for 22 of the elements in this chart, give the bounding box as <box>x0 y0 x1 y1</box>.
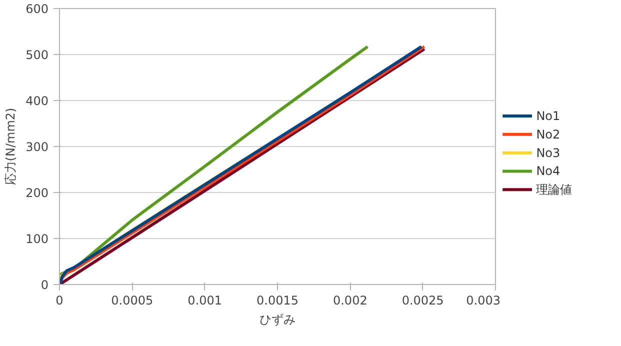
x-tick-label: 0.002 <box>332 294 368 308</box>
y-axis-title: 応力(N/mm2) <box>4 108 18 186</box>
legend-label: No3 <box>536 146 560 160</box>
y-tick-label: 300 <box>26 140 48 154</box>
legend-label: No2 <box>536 127 560 142</box>
y-tick-label: 400 <box>26 94 48 108</box>
x-axis-title: ひずみ <box>260 312 296 326</box>
y-tick-label: 500 <box>26 48 48 62</box>
legend-label: No1 <box>536 109 560 124</box>
y-tick-label: 100 <box>26 232 48 246</box>
x-tick-label: 0 <box>56 294 64 308</box>
line-series <box>60 45 370 277</box>
y-tick-label: 0 <box>40 278 49 292</box>
y-tick-label: 200 <box>26 186 48 200</box>
x-tick-label: 0.0015 <box>256 294 299 308</box>
legend-label: 理論値 <box>536 182 572 197</box>
legend-label: No4 <box>536 164 560 178</box>
x-tick-label: 0.003 <box>466 294 501 308</box>
x-tick-label: 0.0025 <box>402 294 444 308</box>
x-tick-label: 0.0005 <box>111 294 154 308</box>
x-tick-label: 0.001 <box>188 294 222 308</box>
y-tick-label: 600 <box>26 2 48 16</box>
